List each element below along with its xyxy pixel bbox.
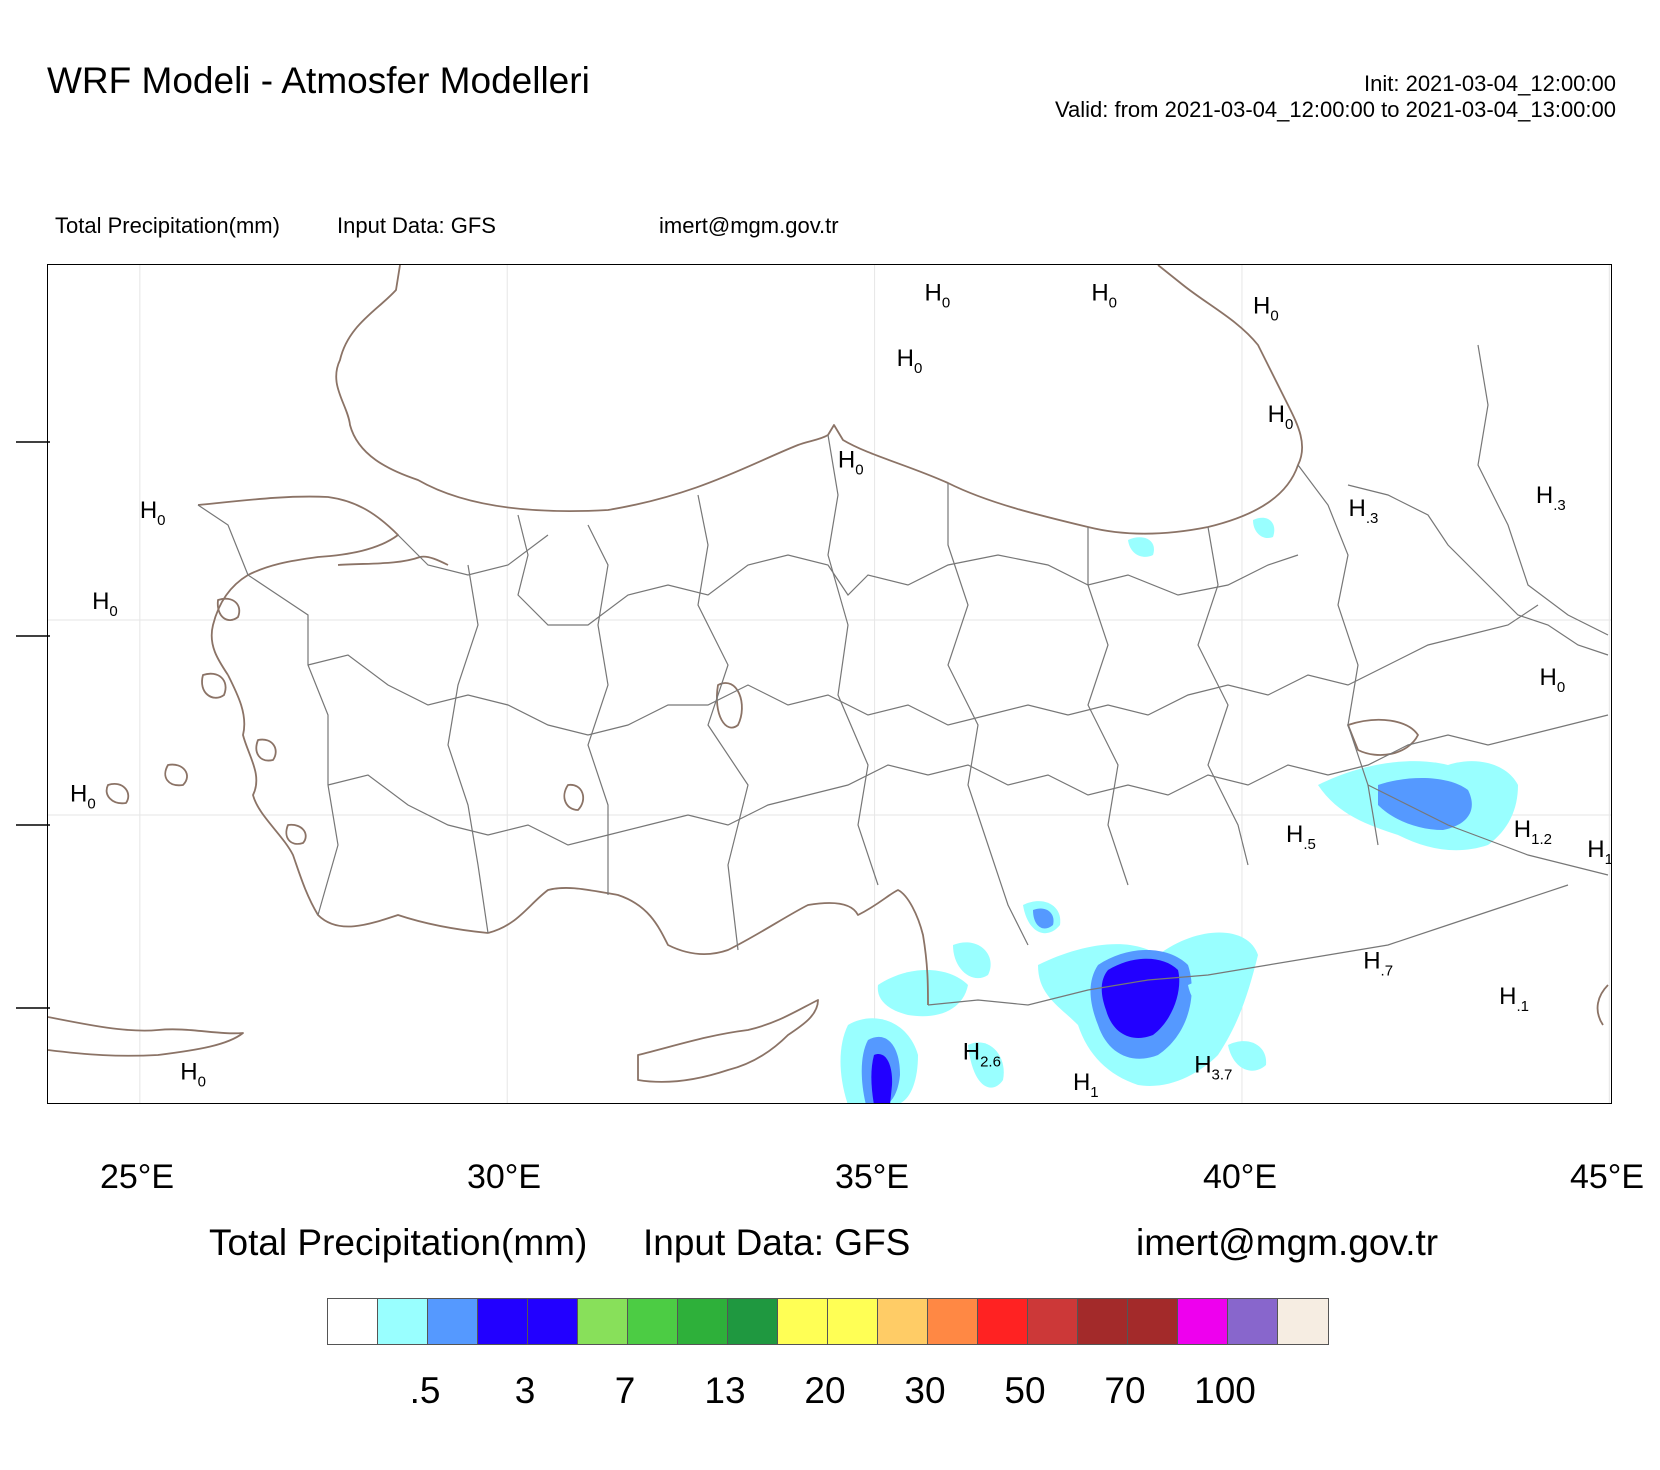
precipitation-overlay [840,517,1518,1103]
map-canvas: H0 H0 H0 H0 H0 H0 H0 H.3 H.3 H0 H0 H0 H.5 H1.2 H1 H.7 H.… [48,265,1612,1103]
colorbar-swatch [678,1299,728,1344]
cyprus-coast [637,999,819,1083]
precip-area-14 [1228,1041,1267,1071]
colorbar-tick-label: 13 [704,1370,746,1411]
colorbar-swatch [1128,1299,1178,1344]
precip-area-3 [877,970,968,1017]
precip-area-5 [1033,908,1054,929]
colorbar-input-label: Input Data: GFS [643,1222,911,1263]
extremum-marker: H1 [1073,1069,1099,1101]
province-borders [197,344,1609,1006]
colorbar-swatch [828,1299,878,1344]
extremum-marker: H0 [925,279,951,311]
colorbar-field-label: Total Precipitation(mm) [209,1222,588,1263]
extremum-marker: H0 [1268,401,1294,433]
marmara-south [337,555,449,566]
colorbar [327,1298,1329,1345]
black-sea-coast [335,265,1303,535]
precip-area-6 [953,942,991,979]
extremum-marker: H1 [1587,836,1612,868]
extremum-marker: H0 [92,588,118,620]
colorbar-swatch [878,1299,928,1344]
colorbar-tick-label: 7 [614,1370,636,1411]
extremum-marker: H0 [838,446,864,478]
extremum-marker: H.1 [1499,983,1529,1015]
colorbar-swatch [1228,1299,1278,1344]
colorbar-swatch [928,1299,978,1344]
colorbar-swatch [1278,1299,1328,1344]
colorbar-swatch [428,1299,478,1344]
colorbar-swatch [628,1299,678,1344]
colorbar-swatch [478,1299,528,1344]
colorbar-tick-label: 20 [804,1370,846,1411]
colorbar-swatch [728,1299,778,1344]
colorbar-swatch [378,1299,428,1344]
colorbar-tick-label: 30 [904,1370,946,1411]
precip-area-16 [1253,517,1275,539]
extremum-marker: H0 [180,1059,206,1091]
colorbar-swatch [1178,1299,1228,1344]
extremum-marker: H.3 [1536,482,1566,514]
precip-area-13 [1378,778,1472,830]
graticule [48,265,1611,1103]
extrema-markers: H0 H0 H0 H0 H0 H0 H0 H.3 H.3 H0 H0 H0 H.5 H1.2 H1 H.7 H.… [70,279,1612,1101]
extremum-marker: H0 [1091,279,1117,311]
field-label: Total Precipitation(mm) [55,213,280,238]
coastline [48,265,1609,1083]
extremum-marker: H0 [1253,293,1279,325]
lon-label-25: 25°E [99,1158,175,1196]
precip-area-11 [968,1042,1004,1088]
map-title: WRF Modeli - Atmosfer Modelleri [47,60,590,101]
crete-coast [48,1016,244,1057]
colorbar-email-label: imert@mgm.gov.tr [1136,1222,1439,1263]
precipitation-map[interactable]: H0 H0 H0 H0 H0 H0 H0 H.3 H.3 H0 H0 H0 H.5 H1.2 H1 H.7 H.… [47,264,1612,1104]
colorbar-swatch [328,1299,378,1344]
colorbar-tick-label: 70 [1104,1370,1146,1411]
extremum-marker: H1.2 [1514,816,1552,848]
colorbar-tick-label: 50 [1004,1370,1046,1411]
extremum-marker: H.7 [1363,947,1393,979]
colorbar-tick-label: 100 [1194,1370,1256,1411]
extremum-marker: H.5 [1286,821,1316,853]
input-data-label: Input Data: GFS [337,213,496,238]
marmara-coast [197,495,399,676]
colorbar-swatch [778,1299,828,1344]
lon-label-45: 45°E [1569,1158,1645,1196]
mediterranean-coast [487,887,929,1006]
extremum-marker: H0 [140,497,166,529]
colorbar-swatch [578,1299,628,1344]
colorbar-tick-label: .5 [409,1370,441,1411]
extremum-marker: H0 [897,345,923,377]
init-time: Init: 2021-03-04_12:00:00 [1364,71,1616,96]
extremum-marker: H0 [70,780,96,812]
aegean-coast [227,674,489,934]
colorbar-swatch [978,1299,1028,1344]
valid-time: Valid: from 2021-03-04_12:00:00 to 2021-… [1054,97,1616,122]
extremum-marker: H.3 [1348,495,1378,527]
colorbar-swatch [528,1299,578,1344]
email-label: imert@mgm.gov.tr [659,213,839,238]
extremum-marker: H2.6 [963,1038,1001,1070]
lon-label-30: 30°E [466,1158,542,1196]
extremum-marker: H3.7 [1194,1052,1232,1084]
colorbar-swatch [1078,1299,1128,1344]
latitude-ticks [16,441,50,1009]
precip-area-10 [871,1054,893,1103]
precip-area-7 [1188,981,1227,1011]
precip-area-15 [1128,537,1154,557]
colorbar-swatch [1028,1299,1078,1344]
lon-label-40: 40°E [1202,1158,1278,1196]
extremum-marker: H0 [1540,664,1566,696]
colorbar-tick-label: 3 [514,1370,536,1411]
lon-label-35: 35°E [834,1158,910,1196]
